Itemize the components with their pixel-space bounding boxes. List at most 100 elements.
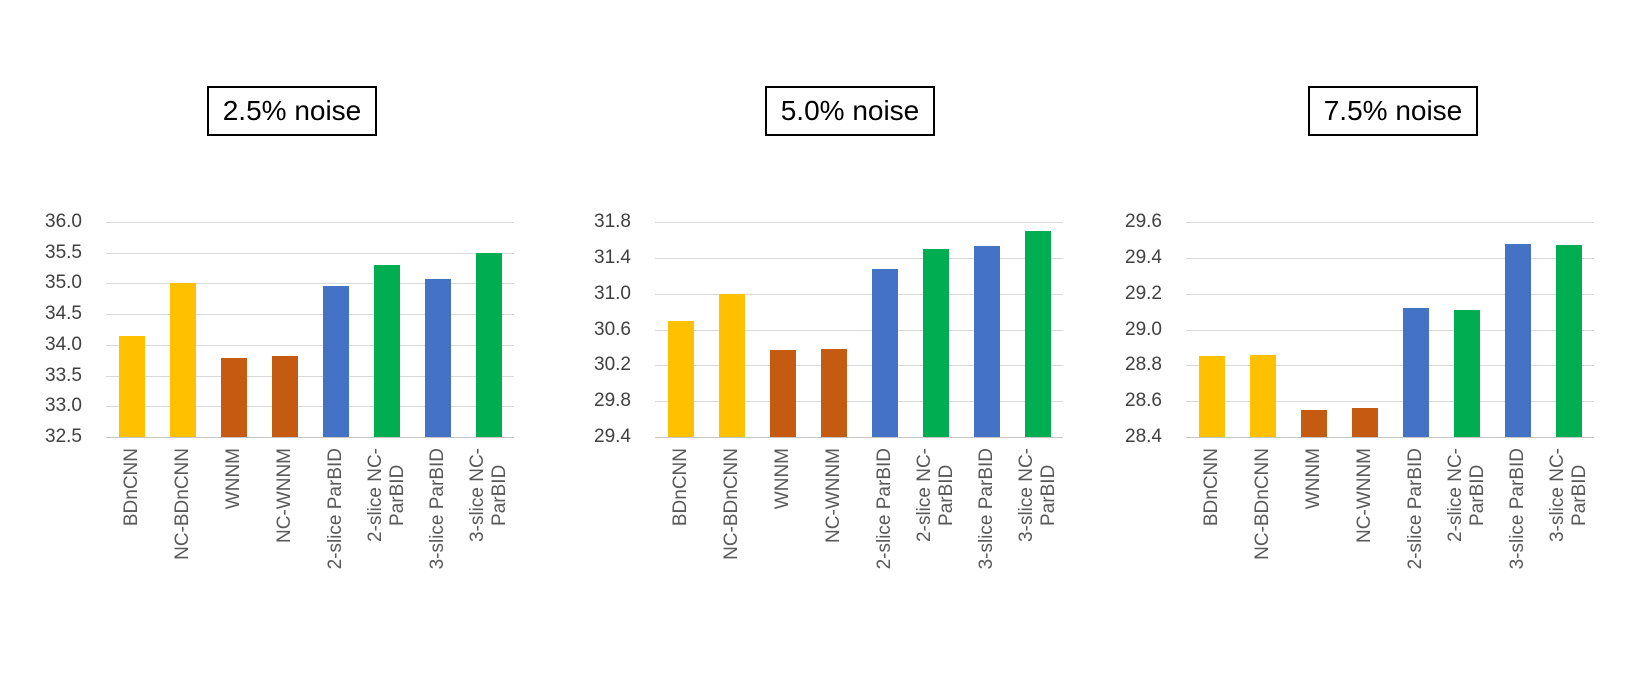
y-tick-label: 34.5 — [45, 303, 82, 325]
y-tick-label: 28.6 — [1125, 390, 1162, 412]
gridline — [1186, 365, 1594, 367]
x-tick-label: NC-WNNM — [822, 448, 844, 543]
y-tick-label: 29.4 — [1125, 246, 1162, 268]
bar — [475, 252, 502, 437]
bar — [1249, 354, 1276, 437]
y-tick-label: 30.6 — [594, 318, 631, 340]
gridline — [106, 437, 514, 438]
y-tick-label: 36.0 — [45, 211, 82, 232]
x-tick-label: BDnCNN — [1200, 448, 1222, 527]
gridline — [106, 375, 514, 377]
gridline — [106, 252, 514, 254]
y-tick-label: 29.6 — [1125, 211, 1162, 232]
x-tick-label: BDnCNN — [120, 448, 142, 527]
gridline — [655, 257, 1063, 259]
x-tick-slot: 2-slice NC- ParBID — [910, 448, 961, 613]
gridline — [655, 365, 1063, 367]
y-tick-label: 30.2 — [594, 354, 631, 376]
bar — [1198, 356, 1225, 437]
chart-title: 5.0% noise — [780, 95, 920, 126]
bar — [1504, 243, 1531, 437]
x-tick-slot: 2-slice NC- ParBID — [1441, 448, 1492, 613]
y-tick-label: 31.4 — [594, 246, 631, 268]
y-tick-label: 33.0 — [45, 395, 82, 417]
x-tick-label: 2-slice NC- ParBID — [1444, 448, 1488, 542]
bar — [871, 268, 898, 437]
gridline — [655, 437, 1063, 438]
bar — [973, 246, 1000, 437]
bar — [1402, 308, 1429, 437]
bar — [1300, 410, 1327, 437]
x-tick-label: 3-slice ParBID — [1506, 448, 1528, 570]
chart-title: 7.5% noise — [1323, 95, 1463, 126]
bar — [118, 335, 145, 437]
x-tick-label: NC-BDnCNN — [720, 448, 742, 560]
y-tick-label: 32.5 — [45, 426, 82, 447]
x-tick-slot: NC-BDnCNN — [706, 448, 757, 613]
x-tick-label: 2-slice ParBID — [324, 448, 346, 570]
y-tick-label: 35.0 — [45, 272, 82, 294]
bar — [373, 265, 400, 437]
bar — [1555, 245, 1582, 437]
x-tick-slot: NC-WNNM — [808, 448, 859, 613]
x-tick-label: 2-slice NC- ParBID — [913, 448, 957, 542]
gridline — [106, 283, 514, 285]
x-tick-slot: NC-WNNM — [259, 448, 310, 613]
x-tick-slot: 3-slice ParBID — [1492, 448, 1543, 613]
x-tick-label: 3-slice NC- ParBID — [466, 448, 510, 542]
gridline — [1186, 401, 1594, 403]
y-tick-label: 29.0 — [1125, 318, 1162, 340]
x-tick-slot: WNNM — [1288, 448, 1339, 613]
y-tick-label: 28.8 — [1125, 354, 1162, 376]
gridline — [1186, 329, 1594, 331]
gridline — [106, 222, 514, 223]
bar — [271, 355, 298, 437]
x-tick-label: 3-slice ParBID — [975, 448, 997, 570]
x-tick-slot: 2-slice ParBID — [310, 448, 361, 613]
y-tick-label: 29.2 — [1125, 282, 1162, 304]
x-tick-slot: 3-slice NC- ParBID — [1543, 448, 1594, 613]
x-tick-label: BDnCNN — [669, 448, 691, 527]
x-tick-slot: 3-slice ParBID — [961, 448, 1012, 613]
gridline — [1186, 437, 1594, 438]
y-tick-label: 28.4 — [1125, 426, 1162, 447]
x-tick-label: 3-slice ParBID — [426, 448, 448, 570]
x-tick-slot: 3-slice ParBID — [412, 448, 463, 613]
gridline — [1186, 222, 1594, 223]
gridline — [106, 314, 514, 316]
chart-title-box: 5.0% noise — [765, 86, 935, 136]
bar — [1453, 309, 1480, 437]
x-tick-slot: NC-BDnCNN — [157, 448, 208, 613]
y-tick-label: 29.4 — [594, 426, 631, 447]
x-tick-slot: BDnCNN — [1186, 448, 1237, 613]
y-tick-label: 31.0 — [594, 282, 631, 304]
y-tick-label: 34.0 — [45, 333, 82, 355]
x-tick-label: WNNM — [222, 448, 244, 510]
gridline — [1186, 257, 1594, 259]
bar — [922, 248, 949, 437]
gridline — [655, 222, 1063, 223]
x-tick-slot: WNNM — [208, 448, 259, 613]
y-tick-label: 35.5 — [45, 241, 82, 263]
chart-title: 2.5% noise — [222, 95, 362, 126]
x-tick-slot: BDnCNN — [655, 448, 706, 613]
x-tick-label: 3-slice NC- ParBID — [1015, 448, 1059, 542]
bar — [1024, 231, 1051, 437]
x-tick-slot: 2-slice ParBID — [859, 448, 910, 613]
bar — [322, 285, 349, 437]
gridline — [655, 329, 1063, 331]
x-tick-label: NC-BDnCNN — [171, 448, 193, 560]
gridline — [1186, 293, 1594, 295]
x-tick-slot: NC-BDnCNN — [1237, 448, 1288, 613]
bar — [718, 293, 745, 437]
bar — [424, 279, 451, 437]
x-tick-slot: 2-slice ParBID — [1390, 448, 1441, 613]
x-tick-slot: BDnCNN — [106, 448, 157, 613]
bar — [769, 350, 796, 437]
x-tick-slot: 3-slice NC- ParBID — [1012, 448, 1063, 613]
x-tick-label: NC-WNNM — [273, 448, 295, 543]
y-tick-label: 31.8 — [594, 211, 631, 232]
gridline — [655, 293, 1063, 295]
x-tick-label: WNNM — [771, 448, 793, 510]
